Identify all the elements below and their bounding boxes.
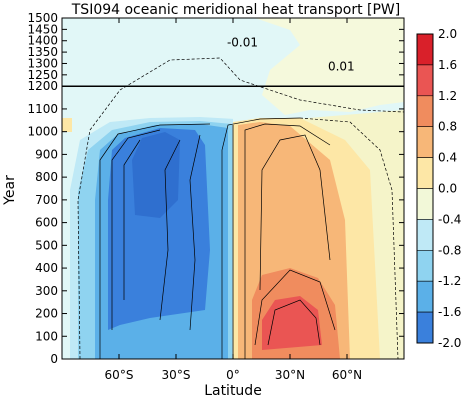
x-tick-label: 0°: [226, 368, 240, 382]
colorbar-tick-label: -0.8: [438, 243, 461, 257]
colorbar-tick-label: 1.6: [438, 58, 457, 72]
chart-title: TSI094 oceanic meridional heat transport…: [71, 2, 401, 18]
colorbar-swatch: [416, 95, 434, 128]
colorbar-tick-label: -0.4: [438, 212, 461, 226]
y-tick-label: 400: [35, 261, 58, 275]
contour-solid-s2: [111, 129, 161, 330]
contour-lines: [77, 57, 404, 359]
y-axis: 0 100 200 300 400 500 600 700 800 900 1000 1100 1200…: [27, 11, 404, 366]
south-core: [132, 132, 180, 218]
colorbar-swatch: [416, 188, 434, 220]
colorbar-frame: [416, 33, 434, 344]
contour-label: -0.01: [227, 35, 258, 49]
y-tick-label: 1450: [27, 22, 58, 36]
colorbar-tick-label: 1.2: [438, 89, 457, 103]
colorbar-swatch: [416, 33, 434, 66]
contour-solid-s4: [159, 139, 181, 321]
colorbar-swatch: [416, 126, 434, 158]
colorbar-swatch: [416, 64, 434, 97]
x-tick-label: 30°N: [275, 368, 305, 382]
y-tick-label: 600: [35, 216, 58, 230]
y-tick-label: 1200: [27, 79, 58, 93]
colorbar-swatch: [416, 250, 434, 282]
contour-label: 0.01: [328, 59, 355, 73]
north-field: [233, 118, 380, 359]
south-field: [70, 117, 233, 359]
y-tick-label: 1300: [27, 56, 58, 70]
y-tick-label: 1500: [27, 11, 58, 25]
y-tick-label: 1250: [27, 68, 58, 82]
y-axis-label: Year: [2, 175, 18, 206]
x-tick-label: 60°N: [332, 368, 362, 382]
colorbar-tick-label: 0.0: [438, 182, 457, 196]
left-edge-band: [62, 118, 72, 132]
colorbar-tick-label: 0.4: [438, 151, 457, 165]
contour-dashed-pos: [299, 117, 399, 359]
contour-labels: -0.01 0.01: [227, 35, 355, 73]
y-tick-label: 1400: [27, 34, 58, 48]
plot-field: [62, 18, 404, 359]
contour-solid-n3: [254, 269, 336, 346]
y-tick-label: 1000: [27, 125, 58, 139]
colorbar-swatch: [416, 311, 434, 344]
y-tick-label: 0: [50, 352, 58, 366]
y-tick-label: 300: [35, 284, 58, 298]
contour-solid-s1: [99, 123, 211, 359]
x-axis-label: Latitude: [204, 383, 262, 399]
x-tick-label: 60°S: [105, 368, 134, 382]
y-tick-label: 1100: [27, 102, 58, 116]
colorbar-swatch: [416, 280, 434, 313]
colorbar-tick-label: 0.8: [438, 120, 457, 134]
y-tick-label: 800: [35, 170, 58, 184]
contour-dashed-neg: [77, 57, 404, 359]
contour-solid-n1: [244, 123, 331, 359]
y-tick-label: 1350: [27, 45, 58, 59]
colorbar-tick-label: -1.6: [438, 305, 461, 319]
colorbar-swatch: [416, 157, 434, 189]
y-tick-label: 900: [35, 147, 58, 161]
y-tick-label: 200: [35, 307, 58, 321]
colorbar-swatch: [416, 219, 434, 251]
upper-region: [255, 18, 404, 115]
contour-solid-eq: [221, 117, 301, 359]
contour-solid-n2: [259, 134, 331, 291]
contour-solid-s3: [123, 139, 141, 300]
y-tick-label: 500: [35, 238, 58, 252]
x-tick-label: 30°S: [162, 368, 191, 382]
x-axis: 60°S 30°S 0° 30°N 60°N: [105, 18, 362, 382]
y-tick-label: 700: [35, 193, 58, 207]
contour-solid-n4: [267, 299, 321, 346]
colorbar: 2.0 1.6 1.2 0.8 0.4 0.0 -0.4 -0.8 -1.2 -1.6 -2.0: [416, 27, 461, 350]
contour-solid-s5: [189, 134, 201, 331]
y-tick-label: 100: [35, 329, 58, 343]
colorbar-tick-label: -1.2: [438, 274, 461, 288]
colorbar-tick-label: -2.0: [438, 336, 461, 350]
colorbar-tick-label: 2.0: [438, 27, 457, 41]
